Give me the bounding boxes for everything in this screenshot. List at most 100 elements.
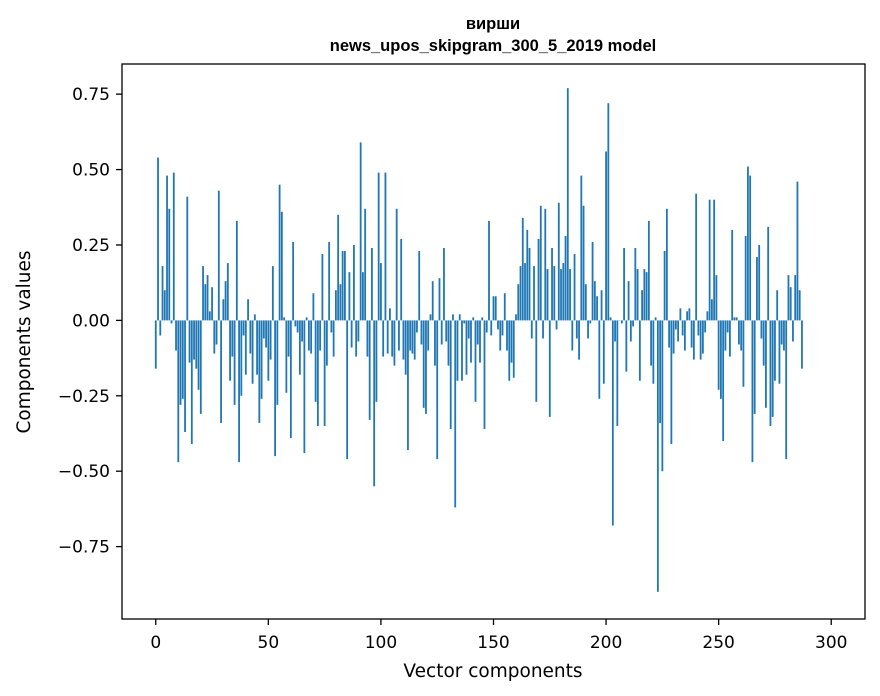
bar-93	[364, 208, 367, 321]
bar-154	[501, 320, 504, 336]
bar-275	[774, 320, 776, 381]
y-tick-label: 0.25	[72, 236, 110, 256]
bar-152	[497, 320, 499, 330]
bar-147	[485, 320, 488, 333]
x-axis-label: Vector components	[403, 661, 582, 682]
bar-265	[751, 320, 754, 463]
bar-283	[792, 320, 794, 342]
bar-102	[384, 172, 387, 321]
bar-101	[382, 320, 385, 357]
bar-247	[711, 299, 713, 321]
bar-195	[593, 281, 596, 321]
bar-68	[307, 320, 310, 351]
bar-157	[508, 320, 511, 381]
x-tick-label: 250	[702, 633, 734, 653]
bar-69	[310, 320, 313, 354]
bar-243	[701, 320, 704, 354]
bar-260	[740, 320, 743, 351]
bar-121	[427, 320, 430, 351]
bar-237	[688, 308, 691, 321]
bar-110	[402, 320, 405, 360]
bar-181	[562, 263, 565, 321]
bar-177	[553, 266, 556, 321]
bar-14	[186, 196, 189, 321]
bar-25	[211, 287, 213, 321]
x-tick-label: 100	[365, 633, 397, 653]
bar-141	[472, 317, 475, 321]
bar-30	[222, 299, 225, 321]
bar-207	[620, 320, 623, 324]
bar-10	[177, 320, 180, 463]
bar-111	[404, 320, 407, 375]
bar-254	[726, 320, 729, 333]
bar-134	[456, 320, 459, 381]
bar-269	[760, 320, 763, 339]
bar-95	[368, 320, 371, 420]
bar-89	[355, 320, 358, 357]
bar-220	[650, 320, 653, 366]
bar-167	[530, 320, 533, 339]
bar-143	[476, 320, 479, 345]
bar-137	[463, 320, 466, 324]
bar-159	[512, 320, 515, 378]
bar-252	[722, 320, 725, 442]
x-axis-ticks: 0 50 100 150 200 250 300	[150, 619, 847, 653]
bar-66	[303, 320, 306, 454]
bar-47	[260, 320, 263, 399]
bar-107	[395, 208, 398, 321]
bar-161	[517, 284, 520, 321]
bar-245	[706, 311, 709, 321]
bar-169	[535, 320, 538, 402]
bar-124	[434, 320, 436, 366]
bar-256	[731, 229, 734, 321]
bar-216	[641, 290, 643, 321]
bar-99	[377, 172, 380, 321]
bar-72	[316, 320, 319, 426]
bar-129	[445, 320, 448, 342]
bar-242	[699, 320, 702, 360]
bar-53	[274, 320, 276, 457]
bar-118	[420, 320, 423, 345]
bar-115	[413, 320, 416, 360]
x-tick-label: 300	[815, 633, 847, 653]
y-tick-label: −0.50	[58, 462, 110, 482]
bar-226	[663, 251, 666, 321]
bar-258	[735, 317, 738, 321]
bar-5	[166, 175, 168, 321]
bar-198	[600, 290, 603, 321]
bar-199	[602, 320, 605, 384]
bar-131	[449, 320, 452, 429]
bar-58	[285, 320, 288, 393]
bar-113	[409, 320, 412, 351]
bar-188	[578, 320, 580, 360]
bar-204	[614, 320, 616, 342]
bar-153	[499, 320, 502, 351]
bar-231	[674, 320, 677, 330]
bar-189	[580, 175, 583, 321]
bar-222	[654, 317, 657, 321]
bar-49	[265, 320, 267, 348]
bar-194	[591, 241, 594, 321]
bar-19	[197, 320, 200, 390]
bar-209	[625, 320, 628, 372]
bar-100	[380, 263, 382, 321]
y-tick-label: 0.75	[72, 85, 110, 105]
bar-2	[159, 320, 162, 336]
chart-subtitle: news_upos_skipgram_300_5_2019 model	[330, 37, 657, 55]
bar-164	[524, 263, 526, 321]
bar-96	[371, 247, 373, 321]
bar-37	[238, 320, 240, 463]
bar-90	[357, 320, 360, 342]
bar-133	[454, 320, 457, 508]
bar-271	[765, 320, 767, 408]
bar-277	[778, 320, 781, 384]
bar-281	[787, 275, 790, 321]
bar-6	[168, 208, 171, 321]
y-tick-label: 0.50	[72, 161, 110, 181]
bar-114	[411, 320, 414, 354]
bar-171	[539, 205, 542, 321]
bar-32	[226, 263, 229, 321]
bar-236	[686, 311, 689, 321]
bar-59	[287, 320, 290, 357]
bar-97	[373, 320, 376, 487]
